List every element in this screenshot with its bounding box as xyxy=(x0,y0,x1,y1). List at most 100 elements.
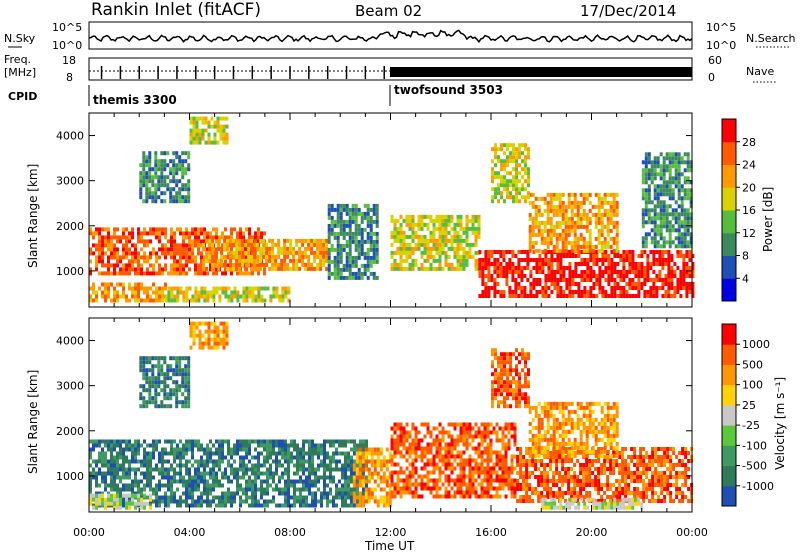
power-cell xyxy=(481,274,485,278)
power-cell xyxy=(686,176,690,181)
power-cell xyxy=(396,262,400,267)
power-cell xyxy=(531,192,535,197)
power-cell xyxy=(182,235,185,240)
power-cell xyxy=(647,192,651,197)
velocity-cell xyxy=(236,487,239,492)
velocity-cell xyxy=(263,447,266,452)
power-cell xyxy=(528,216,532,221)
power-cell xyxy=(546,204,550,209)
velocity-cell xyxy=(113,493,116,498)
power-cell xyxy=(393,230,397,235)
velocity-cell xyxy=(152,439,155,444)
velocity-cell xyxy=(341,467,344,472)
power-cell xyxy=(688,258,692,262)
velocity-cell xyxy=(335,439,338,444)
power-cell xyxy=(583,294,587,298)
velocity-cell xyxy=(361,451,365,456)
power-cell xyxy=(336,223,340,228)
power-cell xyxy=(292,262,296,267)
velocity-cell xyxy=(119,491,122,496)
power-cell xyxy=(152,247,155,252)
power-cell xyxy=(574,274,578,278)
power-cell xyxy=(345,243,349,248)
power-cell xyxy=(149,231,152,236)
power-cell xyxy=(523,290,527,294)
power-cell xyxy=(113,290,116,295)
power-cell xyxy=(582,208,586,213)
power-cell xyxy=(360,247,364,252)
power-cell xyxy=(571,270,575,274)
velocity-cell xyxy=(230,467,233,472)
velocity-cell xyxy=(191,475,194,480)
velocity-cell xyxy=(185,459,188,464)
power-cell xyxy=(351,275,355,280)
velocity-cell xyxy=(379,463,383,468)
velocity-cell xyxy=(447,474,451,479)
power-cell xyxy=(152,227,155,232)
velocity-cell xyxy=(317,487,320,492)
power-cell xyxy=(152,263,155,268)
velocity-cell xyxy=(191,439,194,444)
power-cell xyxy=(529,290,533,294)
power-cell xyxy=(438,246,442,251)
power-cell xyxy=(432,230,436,235)
velocity-cell xyxy=(362,471,365,476)
velocity-cell xyxy=(248,443,251,448)
power-cell xyxy=(251,235,254,240)
power-cell xyxy=(588,228,592,233)
power-cell xyxy=(122,255,125,260)
power-cell xyxy=(208,250,212,255)
velocity-cell xyxy=(344,479,347,484)
power-cell xyxy=(506,147,509,152)
power-cell xyxy=(652,290,656,294)
velocity-cell xyxy=(459,478,463,483)
velocity-cell xyxy=(116,483,119,488)
power-cell xyxy=(680,208,684,213)
power-cell xyxy=(216,124,220,129)
velocity-cell xyxy=(281,439,284,444)
power-cell xyxy=(561,204,565,209)
velocity-cell xyxy=(200,499,203,504)
power-cell xyxy=(277,246,281,251)
velocity-cell xyxy=(296,499,299,504)
power-cell xyxy=(529,294,533,298)
power-cell xyxy=(212,286,216,291)
velocity-cell xyxy=(104,479,107,484)
velocity-cell xyxy=(176,463,179,468)
power-cell xyxy=(680,220,684,225)
velocity-cell xyxy=(254,487,257,492)
velocity-cell xyxy=(269,483,272,488)
velocity-cell xyxy=(206,495,209,500)
power-cell xyxy=(499,266,503,270)
power-cell xyxy=(662,156,666,161)
power-cell xyxy=(146,255,149,260)
velocity-cell xyxy=(453,442,457,447)
power-cell xyxy=(191,259,194,264)
power-cell xyxy=(327,251,331,256)
power-cell xyxy=(549,196,553,201)
velocity-cell xyxy=(191,483,194,488)
velocity-cell xyxy=(122,475,125,480)
velocity-cell xyxy=(218,447,221,452)
power-cell xyxy=(116,298,119,303)
velocity-cell xyxy=(411,462,415,467)
velocity-cell xyxy=(266,459,269,464)
power-cell xyxy=(616,254,620,258)
power-cell xyxy=(271,258,275,263)
power-cell xyxy=(579,220,583,225)
velocity-cell xyxy=(364,463,368,468)
power-cell xyxy=(644,180,648,185)
power-cell xyxy=(158,267,161,272)
power-cell xyxy=(157,183,161,188)
power-cell xyxy=(459,222,463,227)
power-cell xyxy=(167,290,171,295)
power-cell xyxy=(366,267,370,272)
power-cell xyxy=(471,254,475,259)
velocity-cell xyxy=(125,459,128,464)
velocity-cell xyxy=(92,497,95,502)
velocity-cell xyxy=(212,443,215,448)
power-cell xyxy=(213,120,217,125)
velocity-cell xyxy=(281,463,284,468)
power-cell xyxy=(613,282,617,286)
power-cell xyxy=(546,232,550,237)
